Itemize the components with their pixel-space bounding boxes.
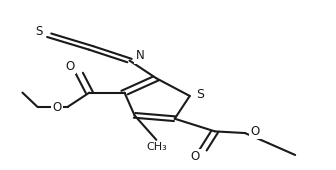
- Text: O: O: [250, 125, 260, 138]
- Text: S: S: [36, 25, 43, 38]
- Text: S: S: [196, 88, 204, 101]
- Text: CH₃: CH₃: [146, 142, 167, 152]
- Text: O: O: [190, 150, 199, 163]
- Text: N: N: [135, 49, 144, 62]
- Text: O: O: [65, 60, 75, 73]
- Text: O: O: [52, 101, 61, 114]
